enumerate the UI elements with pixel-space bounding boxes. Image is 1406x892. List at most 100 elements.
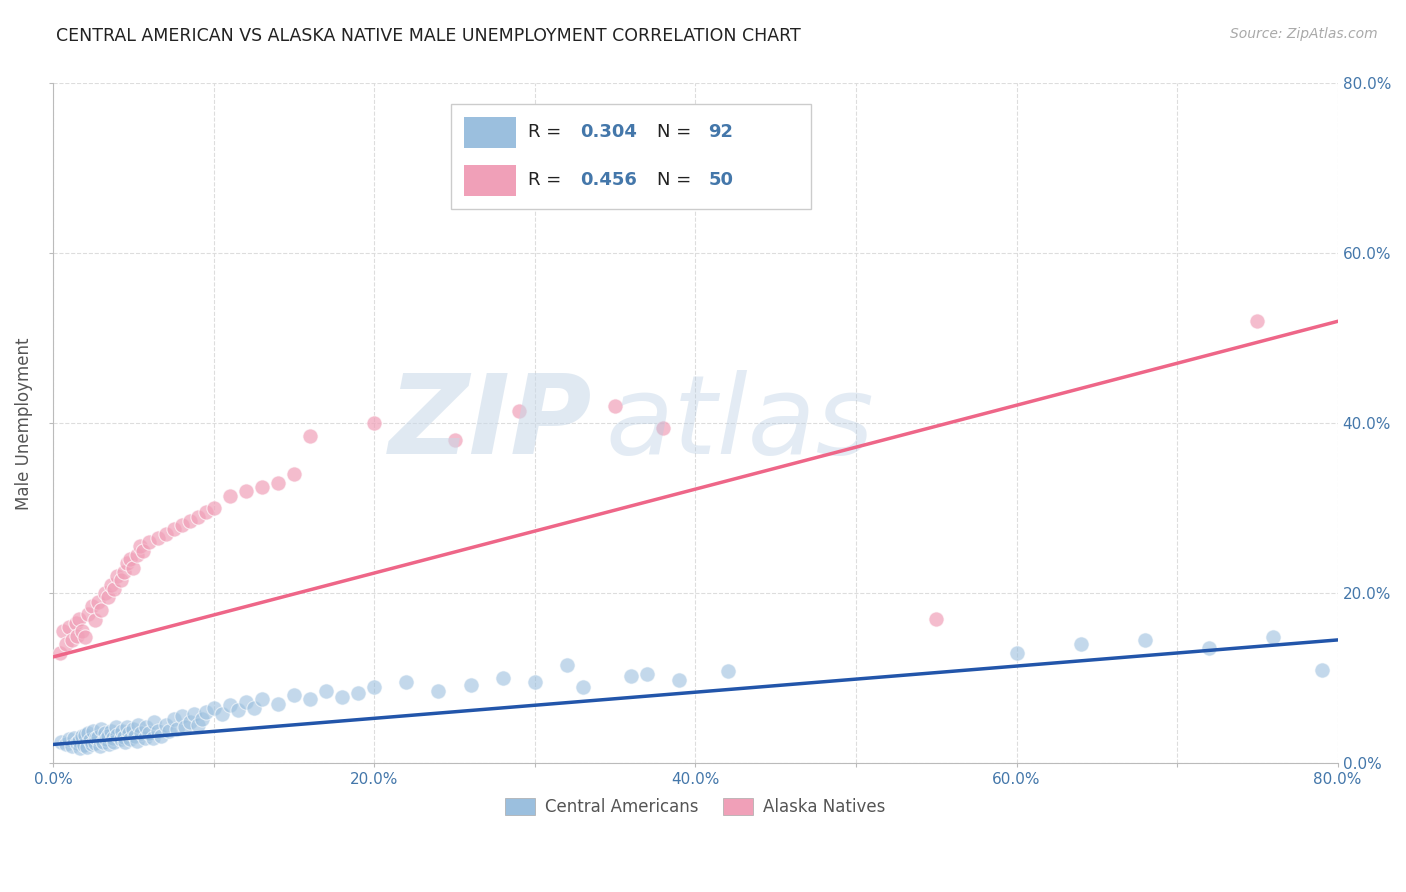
Text: R =: R = bbox=[529, 171, 568, 189]
Point bbox=[443, 434, 465, 448]
Point bbox=[170, 518, 193, 533]
Point bbox=[267, 697, 290, 711]
FancyBboxPatch shape bbox=[451, 103, 811, 210]
Point bbox=[299, 692, 322, 706]
Point bbox=[194, 506, 217, 520]
Point bbox=[170, 709, 193, 723]
Point bbox=[120, 732, 142, 747]
Point bbox=[1070, 637, 1092, 651]
Y-axis label: Male Unemployment: Male Unemployment bbox=[15, 337, 32, 509]
Text: ZIP: ZIP bbox=[389, 370, 592, 477]
Point bbox=[58, 620, 80, 634]
Point bbox=[603, 399, 626, 413]
Point bbox=[668, 673, 690, 687]
Point bbox=[267, 475, 290, 490]
Point bbox=[93, 726, 115, 740]
Point bbox=[110, 574, 132, 588]
Point bbox=[179, 715, 201, 730]
Point bbox=[146, 531, 169, 545]
Point bbox=[67, 612, 90, 626]
Point bbox=[60, 632, 83, 647]
Point bbox=[157, 723, 180, 738]
Point bbox=[191, 712, 214, 726]
Point bbox=[115, 557, 138, 571]
Legend: Central Americans, Alaska Natives: Central Americans, Alaska Natives bbox=[498, 791, 893, 822]
Point bbox=[87, 595, 110, 609]
Point bbox=[162, 712, 184, 726]
Point bbox=[146, 723, 169, 738]
Point bbox=[330, 690, 353, 704]
Point bbox=[131, 726, 153, 740]
Point bbox=[143, 715, 166, 730]
Point bbox=[48, 646, 70, 660]
Point bbox=[112, 730, 135, 744]
Point bbox=[115, 721, 138, 735]
Point bbox=[299, 429, 322, 443]
Point bbox=[235, 695, 257, 709]
Point bbox=[98, 738, 121, 752]
Point bbox=[283, 467, 305, 482]
Point bbox=[202, 701, 225, 715]
Point bbox=[427, 684, 450, 698]
Point bbox=[315, 684, 337, 698]
Point bbox=[124, 729, 146, 743]
FancyBboxPatch shape bbox=[464, 118, 516, 148]
Point bbox=[218, 488, 240, 502]
Point bbox=[55, 637, 77, 651]
Point bbox=[76, 739, 98, 754]
Point bbox=[211, 706, 233, 721]
Text: Source: ZipAtlas.com: Source: ZipAtlas.com bbox=[1230, 27, 1378, 41]
Point bbox=[187, 509, 209, 524]
Point bbox=[363, 680, 385, 694]
Point bbox=[70, 729, 93, 743]
Point bbox=[1310, 663, 1333, 677]
Point bbox=[173, 721, 195, 735]
Text: 50: 50 bbox=[709, 171, 734, 189]
Point bbox=[1198, 641, 1220, 656]
Point bbox=[155, 718, 177, 732]
Text: N =: N = bbox=[657, 171, 697, 189]
Point bbox=[66, 736, 89, 750]
Point bbox=[122, 560, 145, 574]
Point bbox=[122, 722, 145, 736]
Point bbox=[104, 721, 127, 735]
Point bbox=[117, 726, 139, 740]
Point bbox=[138, 725, 160, 739]
Point bbox=[63, 731, 86, 745]
Point bbox=[716, 665, 738, 679]
Point bbox=[283, 688, 305, 702]
Point bbox=[51, 735, 73, 749]
Point bbox=[395, 675, 418, 690]
Point bbox=[187, 718, 209, 732]
Point bbox=[925, 612, 948, 626]
Text: 0.456: 0.456 bbox=[579, 171, 637, 189]
Point bbox=[125, 734, 148, 748]
Point bbox=[134, 731, 156, 746]
Point bbox=[202, 501, 225, 516]
Point bbox=[363, 417, 385, 431]
Point bbox=[460, 678, 482, 692]
Text: CENTRAL AMERICAN VS ALASKA NATIVE MALE UNEMPLOYMENT CORRELATION CHART: CENTRAL AMERICAN VS ALASKA NATIVE MALE U… bbox=[56, 27, 801, 45]
Point bbox=[114, 735, 136, 749]
Point bbox=[155, 526, 177, 541]
Point bbox=[138, 535, 160, 549]
Point bbox=[183, 706, 205, 721]
Point bbox=[347, 686, 370, 700]
Point bbox=[636, 667, 658, 681]
Point bbox=[94, 732, 117, 747]
Point bbox=[111, 723, 134, 738]
Point bbox=[105, 728, 128, 742]
Point bbox=[89, 739, 111, 753]
Point bbox=[555, 658, 578, 673]
Text: N =: N = bbox=[657, 123, 697, 141]
Point bbox=[149, 729, 172, 743]
Point bbox=[93, 586, 115, 600]
Point bbox=[652, 420, 675, 434]
Point bbox=[90, 722, 112, 736]
Point bbox=[142, 731, 165, 745]
Point bbox=[103, 735, 125, 749]
Point bbox=[250, 692, 273, 706]
Point bbox=[120, 552, 142, 566]
Point bbox=[250, 480, 273, 494]
Point bbox=[162, 523, 184, 537]
